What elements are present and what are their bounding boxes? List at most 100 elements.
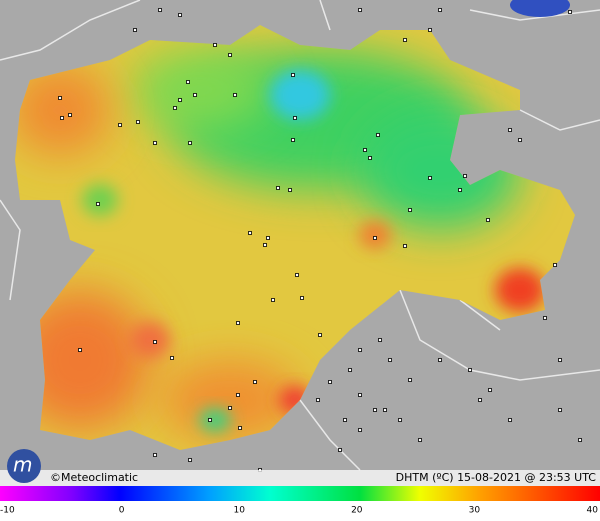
station: [403, 244, 407, 248]
station: [486, 218, 490, 222]
station: [238, 426, 242, 430]
station: [68, 113, 72, 117]
station: [408, 208, 412, 212]
station: [266, 236, 270, 240]
station: [236, 321, 240, 325]
station: [170, 356, 174, 360]
station: [208, 418, 212, 422]
scale-tick-label: -10: [0, 506, 15, 516]
station: [118, 123, 122, 127]
station: [558, 408, 562, 412]
station: [458, 188, 462, 192]
station: [373, 236, 377, 240]
station: [508, 418, 512, 422]
station: [213, 43, 217, 47]
station: [133, 28, 137, 32]
logo: [7, 449, 41, 483]
scale-label-strip: [0, 501, 600, 521]
station: [276, 186, 280, 190]
scale-tick-label: 40: [587, 506, 599, 516]
station: [193, 93, 197, 97]
station: [291, 73, 295, 77]
station: [300, 296, 304, 300]
station: [318, 333, 322, 337]
station: [295, 273, 299, 277]
station: [253, 380, 257, 384]
scale-tick-label: 20: [351, 506, 363, 516]
scale-ticks: -10 0 10 20 30 40: [0, 506, 598, 516]
station: [293, 116, 297, 120]
scale-tick-label: 0: [119, 506, 125, 516]
station: [418, 438, 422, 442]
sea: [510, 0, 570, 17]
station: [438, 8, 442, 12]
station: [383, 408, 387, 412]
station: [488, 388, 492, 392]
scale-tick-label: 30: [469, 506, 481, 516]
station: [188, 458, 192, 462]
station: [568, 10, 572, 14]
station: [348, 368, 352, 372]
station: [338, 448, 342, 452]
station: [508, 128, 512, 132]
stations: [58, 8, 582, 472]
station: [376, 133, 380, 137]
station: [388, 358, 392, 362]
station: [398, 418, 402, 422]
station: [316, 398, 320, 402]
station: [233, 93, 237, 97]
station: [343, 418, 347, 422]
caption: DHTM (ºC) 15-08-2021 @ 23:53 UTC: [396, 471, 597, 484]
station: [173, 106, 177, 110]
station: [78, 348, 82, 352]
station: [358, 8, 362, 12]
station: [271, 298, 275, 302]
footer-strip: [0, 470, 600, 486]
station: [228, 53, 232, 57]
station: [60, 116, 64, 120]
station: [288, 188, 292, 192]
station: [428, 28, 432, 32]
station: [178, 98, 182, 102]
station: [153, 453, 157, 457]
station: [373, 408, 377, 412]
station: [188, 141, 192, 145]
station: [378, 338, 382, 342]
scale-tick-label: 10: [233, 506, 245, 516]
station: [403, 38, 407, 42]
station: [518, 138, 522, 142]
station: [96, 202, 100, 206]
station: [136, 120, 140, 124]
color-scale: [0, 486, 600, 501]
station: [153, 141, 157, 145]
station: [153, 340, 157, 344]
station: [236, 393, 240, 397]
station: [263, 243, 267, 247]
credit: ©Meteoclimatic: [50, 471, 138, 484]
station: [358, 348, 362, 352]
station: [553, 263, 557, 267]
station: [358, 393, 362, 397]
station: [428, 176, 432, 180]
station: [478, 398, 482, 402]
logo-mark: m: [13, 453, 32, 477]
station: [178, 13, 182, 17]
station: [408, 378, 412, 382]
station: [558, 358, 562, 362]
station: [368, 156, 372, 160]
station: [328, 380, 332, 384]
station: [158, 8, 162, 12]
station: [543, 316, 547, 320]
station: [463, 174, 467, 178]
station: [291, 138, 295, 142]
station: [438, 358, 442, 362]
station: [358, 428, 362, 432]
station: [468, 368, 472, 372]
station: [58, 96, 62, 100]
station: [578, 438, 582, 442]
station: [228, 406, 232, 410]
station: [186, 80, 190, 84]
station: [363, 148, 367, 152]
station: [248, 231, 252, 235]
